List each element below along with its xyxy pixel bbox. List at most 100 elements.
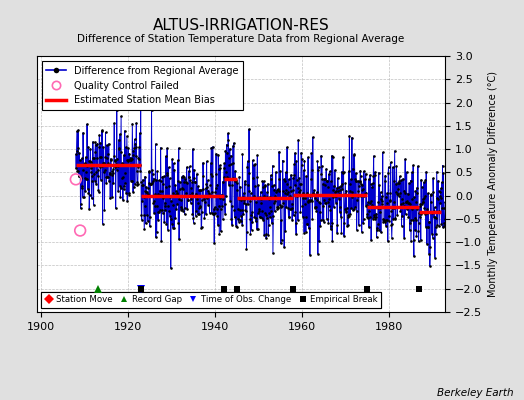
Point [328, 238, 336, 244]
Point [365, 208, 374, 215]
Point [194, 183, 202, 190]
Point [309, 191, 318, 198]
Point [80, 161, 88, 167]
Point [250, 161, 259, 167]
Point [299, 194, 307, 201]
Point [189, 220, 198, 226]
Point [337, 182, 345, 189]
Point [163, 226, 172, 233]
Point [430, 214, 438, 220]
Point [233, 180, 241, 186]
Point [424, 219, 433, 225]
Point [149, 178, 157, 184]
Point [186, 192, 194, 198]
Point [129, 184, 138, 190]
Point [411, 188, 420, 195]
Point [344, 168, 353, 174]
Point [216, 228, 225, 234]
Point [403, 198, 411, 204]
Point [372, 214, 380, 220]
Point [287, 206, 296, 212]
Point [79, 167, 88, 174]
Point [383, 216, 391, 223]
Point [227, 216, 235, 222]
Point [280, 244, 288, 250]
Point [292, 177, 301, 183]
Point [147, 106, 156, 113]
Point [200, 196, 208, 202]
Point [368, 184, 376, 190]
Point [222, 169, 230, 175]
Point [432, 231, 440, 238]
Point [366, 172, 374, 178]
Point [311, 192, 320, 199]
Text: ALTUS-IRRIGATION-RES: ALTUS-IRRIGATION-RES [152, 18, 330, 33]
Point [294, 189, 303, 195]
Point [208, 173, 216, 179]
Point [285, 214, 293, 220]
Point [123, 198, 132, 204]
Point [407, 216, 416, 223]
Point [129, 189, 137, 195]
Point [341, 180, 350, 186]
Point [201, 199, 210, 205]
Point [85, 192, 94, 198]
Point [309, 190, 318, 196]
Point [415, 220, 423, 226]
Point [72, 165, 80, 172]
Point [209, 210, 217, 217]
Text: Difference of Station Temperature Data from Regional Average: Difference of Station Temperature Data f… [78, 34, 405, 44]
Point [88, 178, 96, 185]
Point [341, 191, 349, 197]
Point [368, 202, 376, 209]
Point [423, 241, 431, 247]
Point [317, 152, 325, 159]
Point [268, 183, 276, 189]
Point [187, 185, 195, 192]
Point [367, 237, 375, 244]
Point [402, 169, 411, 175]
Point [281, 228, 289, 234]
Point [222, 142, 231, 148]
Point [256, 194, 264, 200]
Point [288, 217, 297, 223]
Point [133, 182, 141, 188]
Point [119, 197, 127, 203]
Point [86, 146, 94, 152]
Point [185, 163, 194, 170]
Point [241, 181, 249, 188]
Point [362, 203, 370, 210]
Point [121, 180, 129, 186]
Point [178, 174, 186, 180]
Point [205, 190, 213, 197]
Point [441, 216, 449, 222]
Point [120, 183, 128, 189]
Point [227, 152, 235, 159]
Point [344, 213, 353, 220]
Point [348, 134, 356, 141]
Point [115, 182, 124, 189]
Point [290, 172, 298, 178]
Point [240, 197, 248, 204]
Point [76, 227, 84, 234]
Point [152, 177, 160, 184]
Point [217, 191, 226, 198]
Point [391, 181, 400, 187]
Point [395, 178, 403, 184]
Point [168, 220, 176, 227]
Point [275, 188, 283, 195]
Point [436, 194, 445, 201]
Point [313, 158, 322, 164]
Point [340, 169, 348, 175]
Point [409, 236, 418, 243]
Point [382, 194, 390, 200]
Point [380, 216, 388, 223]
Point [102, 173, 111, 180]
Point [135, 162, 144, 168]
Point [426, 244, 434, 250]
Point [181, 179, 190, 185]
Point [388, 205, 397, 211]
Point [438, 162, 446, 169]
Point [151, 191, 159, 197]
Point [360, 192, 368, 199]
